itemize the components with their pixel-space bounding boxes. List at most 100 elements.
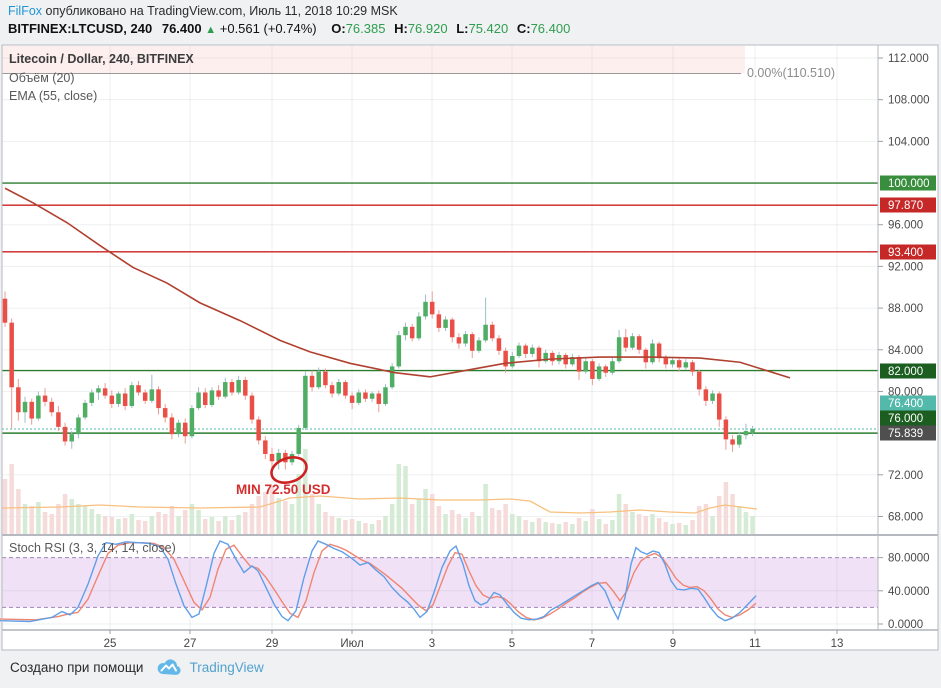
- candle-body: [356, 392, 362, 403]
- volume-bar: [203, 519, 208, 534]
- candle-body: [476, 340, 482, 351]
- legend-volume[interactable]: Объём (20): [9, 71, 75, 85]
- volume-bar: [737, 506, 742, 534]
- price-tick-label[interactable]: 68.000: [888, 511, 923, 523]
- candle-body: [676, 360, 682, 368]
- candle-body: [730, 439, 735, 445]
- volume-bar: [449, 510, 455, 534]
- volume-bar: [396, 464, 402, 534]
- tradingview-link[interactable]: TradingView: [189, 659, 264, 675]
- volume-bar: [676, 523, 682, 534]
- fib-level-label: 0.00%(110.510): [747, 66, 836, 80]
- candle-body: [102, 388, 108, 396]
- price-tick-label[interactable]: 84.000: [888, 345, 923, 357]
- time-tick-label[interactable]: 25: [104, 638, 117, 650]
- candle-body: [516, 345, 522, 357]
- volume-bar: [496, 510, 502, 534]
- volume-bar: [303, 449, 308, 534]
- price-tick-label[interactable]: 96.000: [888, 220, 923, 232]
- volume-bar: [89, 509, 95, 534]
- volume-bar: [116, 519, 121, 534]
- volume-bar: [530, 522, 535, 534]
- volume-bar: [563, 522, 568, 534]
- time-tick-label[interactable]: 27: [184, 638, 197, 650]
- time-tick-label[interactable]: 13: [831, 638, 844, 650]
- volume-bar: [336, 518, 341, 534]
- candle-body: [96, 388, 101, 393]
- candle-body: [203, 392, 208, 405]
- legend-stoch-rsi[interactable]: Stoch RSI (3, 3, 14, 14, close): [9, 541, 176, 555]
- time-tick-label[interactable]: 7: [589, 638, 595, 650]
- candle-body: [109, 395, 115, 404]
- candle-body: [363, 392, 368, 399]
- volume-bar: [516, 516, 522, 534]
- price-tick-label[interactable]: 104.000: [888, 136, 930, 148]
- candle-body: [383, 387, 388, 404]
- low-value: 75.420: [468, 21, 509, 36]
- price-badge[interactable]: [880, 425, 936, 441]
- price-tick-label[interactable]: 112.000: [888, 53, 929, 65]
- candle-body: [249, 395, 255, 420]
- time-tick-label[interactable]: 29: [266, 638, 279, 650]
- candle-body: [636, 336, 642, 350]
- candle-body: [496, 338, 502, 351]
- candle-body: [236, 379, 241, 393]
- volume-bar: [456, 514, 462, 534]
- time-tick-label[interactable]: 5: [509, 638, 515, 650]
- volume-bar: [670, 524, 675, 534]
- candle-body: [623, 337, 629, 348]
- candle-body: [76, 417, 81, 435]
- min-annotation: MIN 72.50 USD: [236, 482, 331, 497]
- price-badge[interactable]: [880, 395, 936, 411]
- candle-body: [9, 322, 14, 388]
- price-tick-label[interactable]: 72.000: [888, 470, 923, 482]
- candle-body: [523, 345, 528, 354]
- volume-bar: [610, 520, 615, 534]
- symbol-name[interactable]: BITFINEX:LTCUSD, 240: [8, 21, 153, 36]
- price-tick-label[interactable]: 80.000: [888, 386, 923, 398]
- stoch-tick-label[interactable]: 40.0000: [888, 586, 930, 598]
- volume-bar: [142, 521, 148, 534]
- price-badge[interactable]: [880, 363, 936, 379]
- volume-bar: [196, 510, 201, 534]
- time-tick-label[interactable]: 11: [749, 638, 761, 650]
- time-tick-label[interactable]: 9: [670, 638, 676, 650]
- price-badge[interactable]: [880, 410, 936, 426]
- candle-body: [703, 389, 709, 401]
- candle-body: [656, 343, 662, 359]
- time-tick-label[interactable]: 3: [429, 638, 435, 650]
- candle-body: [82, 402, 88, 418]
- publish-line: FilFox опубликовано на TradingView.com, …: [8, 4, 398, 18]
- candle-body: [650, 343, 655, 363]
- price-tick-label[interactable]: 92.000: [888, 261, 923, 273]
- author-link[interactable]: FilFox: [8, 4, 43, 18]
- candle-body: [156, 389, 161, 409]
- price-badge[interactable]: [880, 197, 936, 213]
- candle-body: [309, 375, 315, 388]
- candle-body: [610, 361, 615, 373]
- price-badge-label: 97.870: [888, 200, 923, 212]
- stoch-tick-label[interactable]: 0.0000: [888, 619, 923, 631]
- candle-body: [269, 453, 275, 462]
- stoch-tick-label[interactable]: 80.0000: [888, 553, 930, 565]
- volume-bar: [376, 520, 382, 534]
- price-badge[interactable]: [880, 175, 936, 191]
- time-tick-label[interactable]: Июл: [340, 638, 363, 650]
- volume-bar: [82, 506, 88, 534]
- price-tick-label[interactable]: 88.000: [888, 303, 923, 315]
- candle-body: [670, 360, 675, 365]
- legend-ema[interactable]: EMA (55, close): [9, 89, 98, 103]
- volume-bar: [710, 516, 715, 534]
- candle-body: [209, 390, 215, 405]
- chart-title[interactable]: Litecoin / Dollar, 240, BITFINEX: [9, 52, 194, 66]
- candle-body: [182, 422, 188, 437]
- volume-bar: [683, 525, 689, 534]
- volume-bar: [716, 496, 722, 534]
- volume-bar: [543, 522, 548, 534]
- candle-body: [470, 334, 475, 351]
- price-tick-label[interactable]: 108.000: [888, 95, 930, 107]
- price-badge[interactable]: [880, 244, 936, 260]
- volume-bar: [650, 514, 655, 534]
